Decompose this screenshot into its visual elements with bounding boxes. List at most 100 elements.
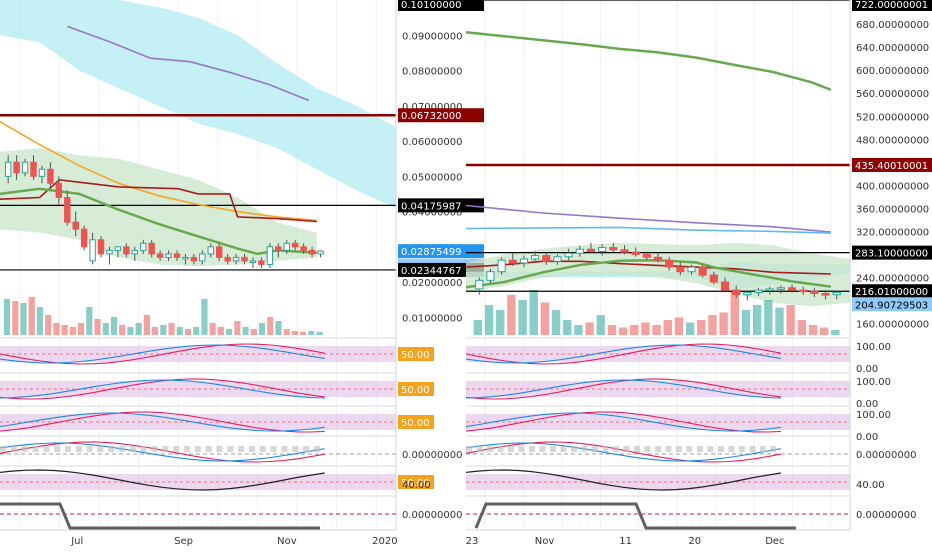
histogram-bar — [507, 446, 514, 452]
volume-bar — [36, 307, 44, 335]
y-tick-label: 680.00000000 — [856, 20, 929, 31]
histogram-bar — [248, 446, 255, 452]
histogram-bar — [707, 446, 714, 452]
indicator-line-a — [465, 441, 781, 463]
candle-body — [317, 250, 324, 255]
volume-bar — [127, 327, 134, 335]
x-axis-label: 2020 — [372, 536, 397, 547]
volume-bar — [94, 319, 101, 335]
histogram-bar — [43, 446, 50, 452]
indicator-line-b — [465, 442, 781, 462]
candle-body — [47, 168, 54, 184]
indicator-line-a — [0, 411, 325, 433]
candle-body — [21, 161, 29, 174]
volume-bar — [708, 315, 717, 335]
indicator-value-label-bg — [398, 382, 434, 396]
histogram-bar — [770, 446, 777, 452]
candle-body — [497, 259, 506, 273]
y-tick-label: 240.00000000 — [856, 273, 929, 284]
candle-body — [64, 196, 71, 223]
histogram-bar — [205, 446, 212, 452]
histogram-bar — [86, 446, 93, 452]
histogram-bar — [140, 446, 147, 452]
histogram-bar — [528, 446, 535, 452]
indicator-line-b — [0, 379, 325, 399]
volume-bar — [152, 327, 159, 335]
histogram-bar — [665, 446, 672, 452]
indicator-step-line — [474, 502, 796, 530]
volume-bar — [168, 323, 175, 335]
series-line-ma-green-long — [465, 30, 832, 91]
indicator-line-rsi — [465, 469, 781, 491]
price-label: 216.01000000 — [855, 287, 928, 298]
volume-bar — [53, 323, 60, 335]
histogram-bar — [281, 446, 288, 452]
volume-bar — [275, 321, 282, 335]
indicator-line-a — [465, 378, 781, 400]
volume-bar — [585, 322, 594, 335]
series-line-ma-darkred — [0, 178, 317, 223]
x-axis-label: 11 — [619, 536, 632, 547]
series-line-ma-purple — [67, 25, 310, 102]
volume-bar — [607, 325, 617, 335]
candle-body — [486, 271, 495, 281]
indicator-tick-label: 0.00000000 — [402, 510, 462, 521]
volume-bar — [86, 307, 93, 335]
indicator-tick-label: 0.00 — [856, 399, 878, 410]
volume-bar — [110, 317, 118, 335]
candle-body — [241, 256, 248, 262]
y-tick-label: 0.06000000 — [402, 137, 462, 148]
x-axis-label: 20 — [688, 536, 701, 547]
volume-bar — [308, 331, 315, 335]
histogram-bar — [270, 446, 277, 452]
price-label: 435.40010001 — [855, 161, 928, 172]
y-tick-label: 160.00000000 — [856, 319, 929, 330]
volume-bar — [250, 329, 257, 335]
candle-body — [475, 279, 484, 290]
candle-body — [620, 249, 629, 253]
indicator-tick-label: 100.00 — [856, 342, 891, 353]
volume-bar — [209, 323, 216, 335]
candle-body — [575, 248, 584, 254]
histogram-bar — [675, 446, 682, 452]
candle-body — [38, 168, 46, 177]
volume-bar — [473, 320, 483, 335]
y-tick-label: 560.00000000 — [856, 89, 929, 100]
candle-body — [653, 256, 663, 261]
volume-bar — [507, 295, 516, 335]
candle-body — [564, 252, 573, 258]
histogram-bar — [292, 446, 299, 452]
indicator-value-label: 50.00 — [401, 385, 430, 396]
volume-bar — [143, 315, 150, 335]
histogram-bar — [539, 446, 546, 452]
histogram-bar — [497, 446, 504, 452]
candle-body — [232, 256, 240, 262]
volume-bar — [45, 315, 52, 335]
y-tick-label: 0.07000000 — [402, 102, 462, 113]
candle-body — [89, 239, 96, 262]
candle-body — [224, 256, 231, 262]
y-tick-label: 600.00000000 — [856, 66, 929, 77]
candle-body — [156, 253, 164, 258]
histogram-bar — [216, 446, 223, 452]
x-axis-label: Dec — [765, 536, 784, 547]
histogram-bar — [184, 446, 191, 452]
indicator-line-a — [0, 378, 325, 400]
indicator-tick-label: 40.00 — [856, 480, 885, 491]
histogram-bar — [759, 446, 766, 452]
volume-bar — [258, 323, 266, 335]
cloud-green-area — [466, 242, 850, 307]
indicator-tick-label: 0.00000000 — [402, 450, 462, 461]
volume-bar — [652, 325, 661, 335]
candle-body — [821, 293, 830, 296]
y-tick-label: 400.00000000 — [856, 181, 929, 192]
volume-bar — [551, 310, 561, 335]
candle-body — [609, 247, 618, 251]
indicator-line-rsi — [0, 469, 325, 491]
series-line-line-lightblue — [465, 226, 831, 234]
histogram-bar — [162, 446, 169, 452]
x-axis-label: Nov — [535, 536, 555, 547]
histogram-bar — [717, 446, 724, 452]
